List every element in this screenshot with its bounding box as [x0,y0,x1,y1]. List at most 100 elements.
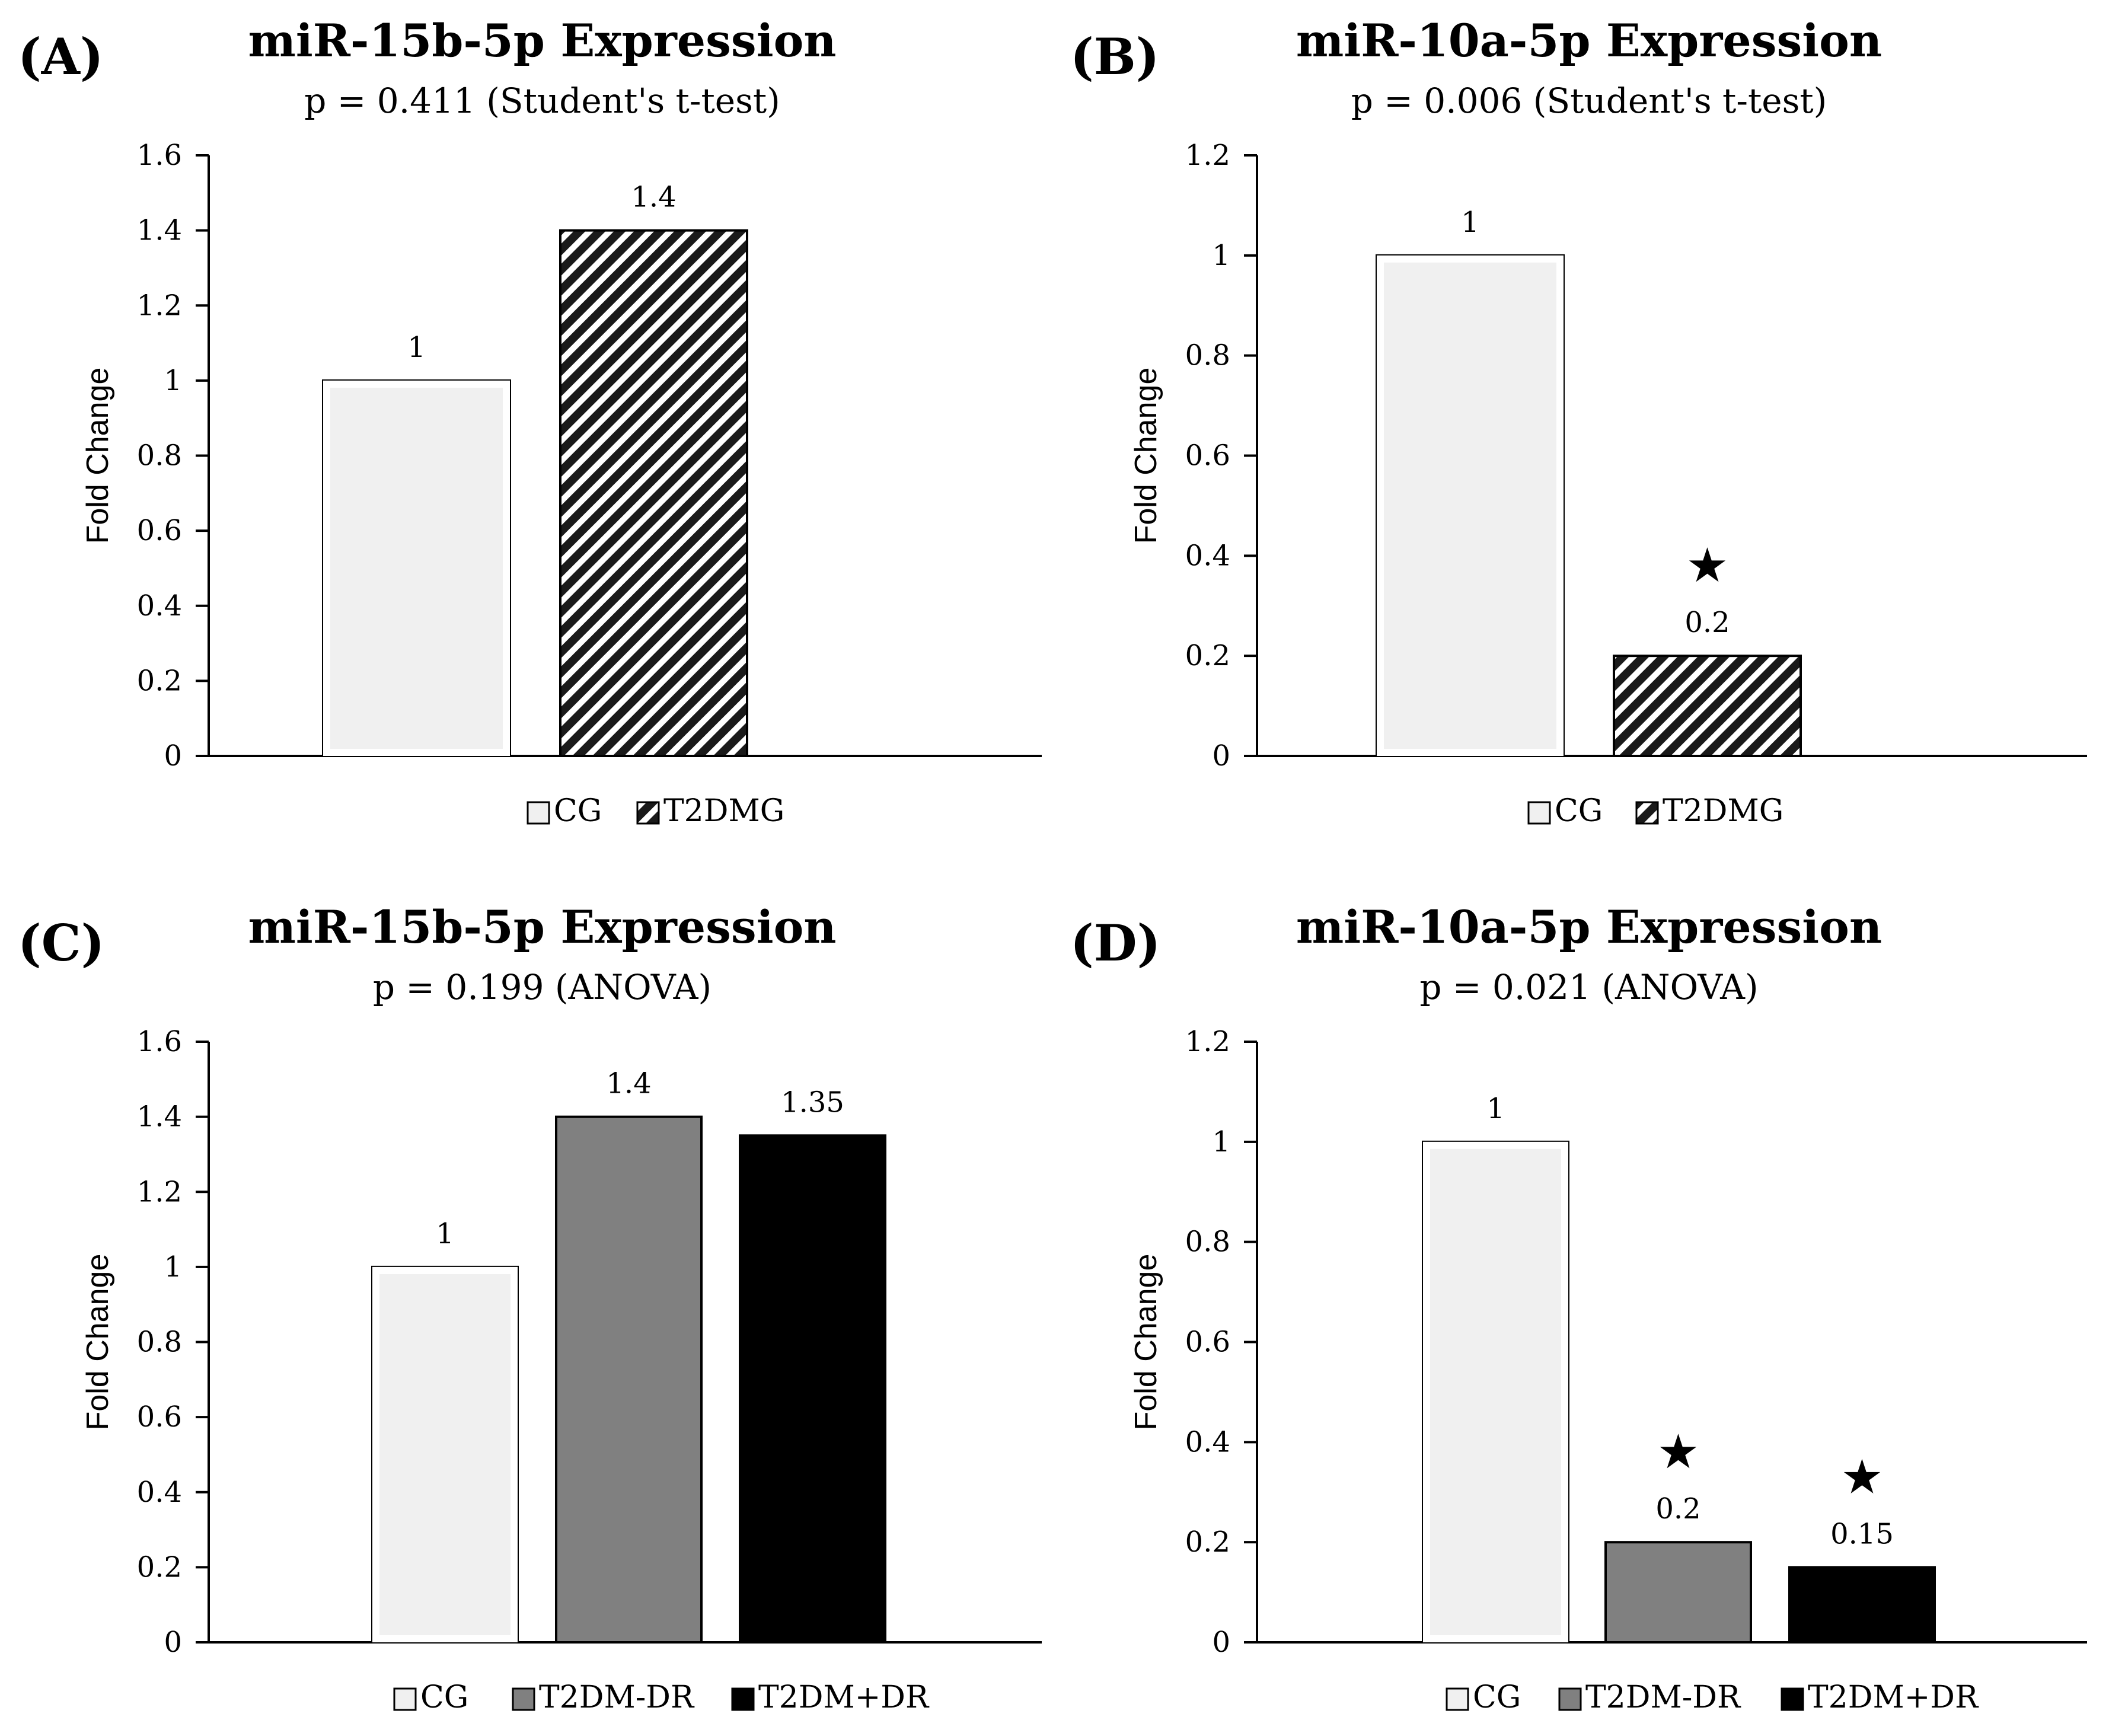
chart-panel-4: (D) miR-10a-5p Expression p = 0.021 (ANOVA… [1070,901,2087,1715]
y-tick-label: 1.2 [1185,1025,1230,1058]
y-tick-label: 1.2 [137,289,182,322]
y-tick-label: 0.6 [1185,439,1230,473]
chart-subtitle: p = 0.411 (Student's t-test) [304,81,780,121]
y-axis-label: Fold Change [81,368,115,544]
panel-label: (B) [1070,27,1160,86]
y-tick-label: 1.4 [137,1100,182,1134]
bar-t2dm-dr [739,1134,886,1644]
legend-label: T2DMG [663,793,784,829]
legend-label: CG [1473,1680,1521,1715]
legend-swatch [393,1687,417,1711]
y-tick-label: 0.8 [137,439,182,473]
y-tick-label: 0.2 [137,664,182,697]
bar-cg [1376,254,1565,758]
y-tick-label: 0.8 [1185,339,1230,372]
bar-inner-border [372,1266,518,1642]
bar-t2dmg [1613,655,1802,757]
y-tick-label: 1 [164,364,182,397]
y-tick-label: 0.4 [1185,1425,1230,1459]
bar-t2dm-dr [1788,1566,1936,1644]
chart-subtitle: p = 0.021 (ANOVA) [1419,967,1758,1007]
data-label: 0.2 [1655,1492,1700,1526]
y-tick-label: 0 [1212,1626,1230,1659]
y-tick-label: 0.4 [137,589,182,623]
legend-swatch [512,1687,535,1711]
chart-panel-1: (A) miR-15b-5p Expression p = 0.411 (Stude… [18,14,1042,829]
legend-label: CG [420,1680,468,1715]
bar-inner-border [1377,255,1564,757]
legend-swatch [1446,1687,1469,1711]
y-tick-label: 0.2 [137,1550,182,1584]
significance-star: ★ [1841,1449,1884,1504]
bar-t2dm-dr [1604,1541,1752,1644]
legend-label: T2DM-DR [539,1680,695,1715]
chart-title: miR-15b-5p Expression [248,14,836,67]
y-tick-label: 0 [164,1626,182,1659]
chart-title: miR-10a-5p Expression [1296,14,1882,67]
y-axis-label: Fold Change [1129,1254,1163,1431]
y-tick-label: 0 [1212,739,1230,773]
y-tick-label: 0.4 [1185,539,1230,572]
y-tick-label: 0.6 [1185,1326,1230,1359]
data-label: 0.2 [1684,606,1730,639]
legend-label: CG [1555,793,1603,829]
bar-cg [371,1265,519,1644]
legend-label: T2DM+DR [758,1680,930,1715]
legend-swatch [1781,1687,1804,1711]
y-tick-label: 0.2 [1185,1526,1230,1559]
chart-subtitle: p = 0.006 (Student's t-test) [1351,81,1827,121]
legend-label: CG [554,793,602,829]
y-tick-label: 1.4 [137,214,182,247]
legend-swatch [1635,801,1659,825]
chart-subtitle: p = 0.199 (ANOVA) [373,967,711,1007]
data-label: 0.15 [1830,1517,1894,1550]
panel-label: (A) [18,27,104,86]
y-axis-label: Fold Change [1129,368,1163,544]
y-tick-label: 1 [1212,239,1230,272]
data-label: 1.35 [781,1086,844,1119]
data-label: 1 [1486,1092,1505,1125]
panel-label: (C) [18,914,104,972]
y-tick-label: 1.2 [137,1175,182,1208]
y-tick-label: 0.4 [137,1476,182,1509]
panel-label: (D) [1070,914,1160,972]
chart-title: miR-15b-5p Expression [248,901,836,953]
chart-panel-2: (B) miR-10a-5p Expression p = 0.006 (Stude… [1070,14,2087,829]
y-tick-label: 0 [164,739,182,773]
y-tick-label: 0.8 [1185,1226,1230,1259]
y-tick-label: 1 [1212,1125,1230,1159]
bar-inner-border [1423,1141,1568,1643]
legend-swatch [527,801,550,825]
y-tick-label: 1 [164,1250,182,1284]
y-tick-label: 0.6 [137,514,182,547]
legend-swatch [636,801,660,825]
significance-star: ★ [1657,1424,1700,1479]
y-tick-label: 0.6 [137,1400,182,1434]
bar-t2dm-dr [555,1115,703,1644]
legend-swatch [1527,801,1551,825]
data-label: 1.4 [631,181,676,214]
y-axis-label: Fold Change [81,1254,115,1431]
y-tick-label: 1.6 [137,139,182,172]
y-tick-label: 1.6 [137,1025,182,1058]
bar-cg [322,379,511,757]
chart-panel-3: (C) miR-15b-5p Expression p = 0.199 (ANOVA… [18,901,1042,1715]
chart-title: miR-10a-5p Expression [1296,901,1882,953]
y-tick-label: 0.2 [1185,639,1230,672]
legend-swatch [731,1687,755,1711]
legend-label: T2DM+DR [1808,1680,1979,1715]
data-label: 1.4 [606,1067,651,1100]
data-label: 1 [407,331,426,364]
legend-swatch [1558,1687,1582,1711]
data-label: 1 [436,1217,454,1250]
bar-t2dmg [559,229,748,757]
data-label: 1 [1461,206,1479,239]
y-tick-label: 1.2 [1185,139,1230,172]
bar-inner-border [323,380,510,756]
y-tick-label: 0.8 [137,1326,182,1359]
significance-star: ★ [1686,538,1729,593]
legend-label: T2DMG [1663,793,1783,829]
legend-label: T2DM-DR [1585,1680,1741,1715]
bar-cg [1422,1140,1569,1644]
